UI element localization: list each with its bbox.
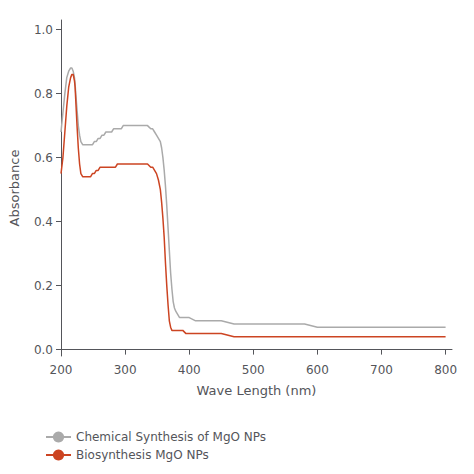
svg-text:Wave Length (nm): Wave Length (nm) — [197, 383, 317, 398]
svg-text:200: 200 — [50, 363, 73, 377]
svg-text:0.8: 0.8 — [34, 87, 53, 101]
svg-text:600: 600 — [306, 363, 329, 377]
svg-text:800: 800 — [434, 363, 457, 377]
svg-text:0.0: 0.0 — [34, 343, 53, 357]
svg-text:Absorbance: Absorbance — [7, 150, 22, 227]
svg-text:0.2: 0.2 — [34, 279, 53, 293]
svg-text:400: 400 — [178, 363, 201, 377]
svg-text:Biosynthesis MgO NPs: Biosynthesis MgO NPs — [76, 448, 209, 462]
svg-text:300: 300 — [114, 363, 137, 377]
svg-text:1.0: 1.0 — [34, 23, 53, 37]
svg-text:Chemical Synthesis of MgO NPs: Chemical Synthesis of MgO NPs — [76, 430, 266, 444]
svg-text:0.4: 0.4 — [34, 215, 53, 229]
svg-text:0.6: 0.6 — [34, 151, 53, 165]
svg-text:700: 700 — [370, 363, 393, 377]
svg-text:500: 500 — [242, 363, 265, 377]
